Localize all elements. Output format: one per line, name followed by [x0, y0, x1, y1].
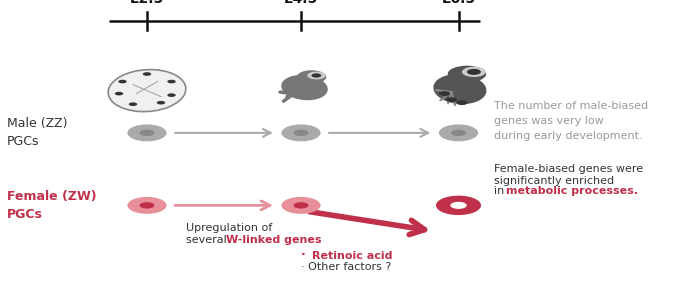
Circle shape — [139, 130, 155, 136]
Circle shape — [446, 97, 457, 102]
Text: E6.5: E6.5 — [442, 0, 475, 6]
Circle shape — [456, 100, 468, 105]
Circle shape — [293, 130, 309, 136]
Circle shape — [436, 196, 481, 215]
Ellipse shape — [448, 66, 486, 82]
Circle shape — [127, 197, 167, 214]
Circle shape — [439, 91, 450, 96]
Text: Male (ZZ)
PGCs: Male (ZZ) PGCs — [7, 117, 67, 148]
Circle shape — [451, 130, 466, 136]
Ellipse shape — [297, 70, 326, 84]
Ellipse shape — [281, 75, 328, 100]
Circle shape — [450, 202, 467, 209]
Text: several: several — [186, 235, 230, 245]
Circle shape — [293, 202, 309, 209]
Text: E4.5: E4.5 — [284, 0, 318, 6]
Circle shape — [462, 67, 486, 77]
Text: The number of male-biased
genes was very low
during early development.: The number of male-biased genes was very… — [494, 101, 648, 141]
Text: Female (ZW)
PGCs: Female (ZW) PGCs — [7, 190, 97, 221]
Ellipse shape — [433, 74, 486, 104]
Circle shape — [143, 72, 151, 76]
Circle shape — [281, 197, 321, 214]
Circle shape — [139, 202, 155, 209]
Text: in: in — [494, 186, 508, 196]
FancyArrowPatch shape — [309, 212, 425, 235]
Circle shape — [312, 73, 321, 78]
Text: significantly enriched: significantly enriched — [494, 176, 614, 186]
Circle shape — [167, 80, 176, 83]
Circle shape — [129, 102, 137, 106]
FancyArrowPatch shape — [329, 129, 428, 137]
Text: Female-biased genes were: Female-biased genes were — [494, 164, 643, 174]
FancyArrowPatch shape — [175, 201, 270, 210]
Circle shape — [281, 124, 321, 141]
Circle shape — [439, 124, 478, 141]
Text: · Other factors ?: · Other factors ? — [301, 262, 391, 272]
Text: W-linked genes: W-linked genes — [226, 235, 321, 245]
Text: ·: · — [301, 248, 310, 261]
FancyArrowPatch shape — [175, 129, 271, 137]
Text: Retinoic acid: Retinoic acid — [312, 251, 392, 261]
Circle shape — [118, 80, 127, 83]
Circle shape — [157, 101, 165, 104]
Circle shape — [127, 124, 167, 141]
Ellipse shape — [108, 69, 186, 112]
Circle shape — [167, 93, 176, 97]
Text: E2.5: E2.5 — [130, 0, 164, 6]
Text: metabolic processes.: metabolic processes. — [506, 186, 638, 196]
Circle shape — [115, 92, 123, 95]
Circle shape — [307, 72, 326, 79]
Circle shape — [467, 69, 481, 75]
Text: Upregulation of: Upregulation of — [186, 223, 272, 233]
